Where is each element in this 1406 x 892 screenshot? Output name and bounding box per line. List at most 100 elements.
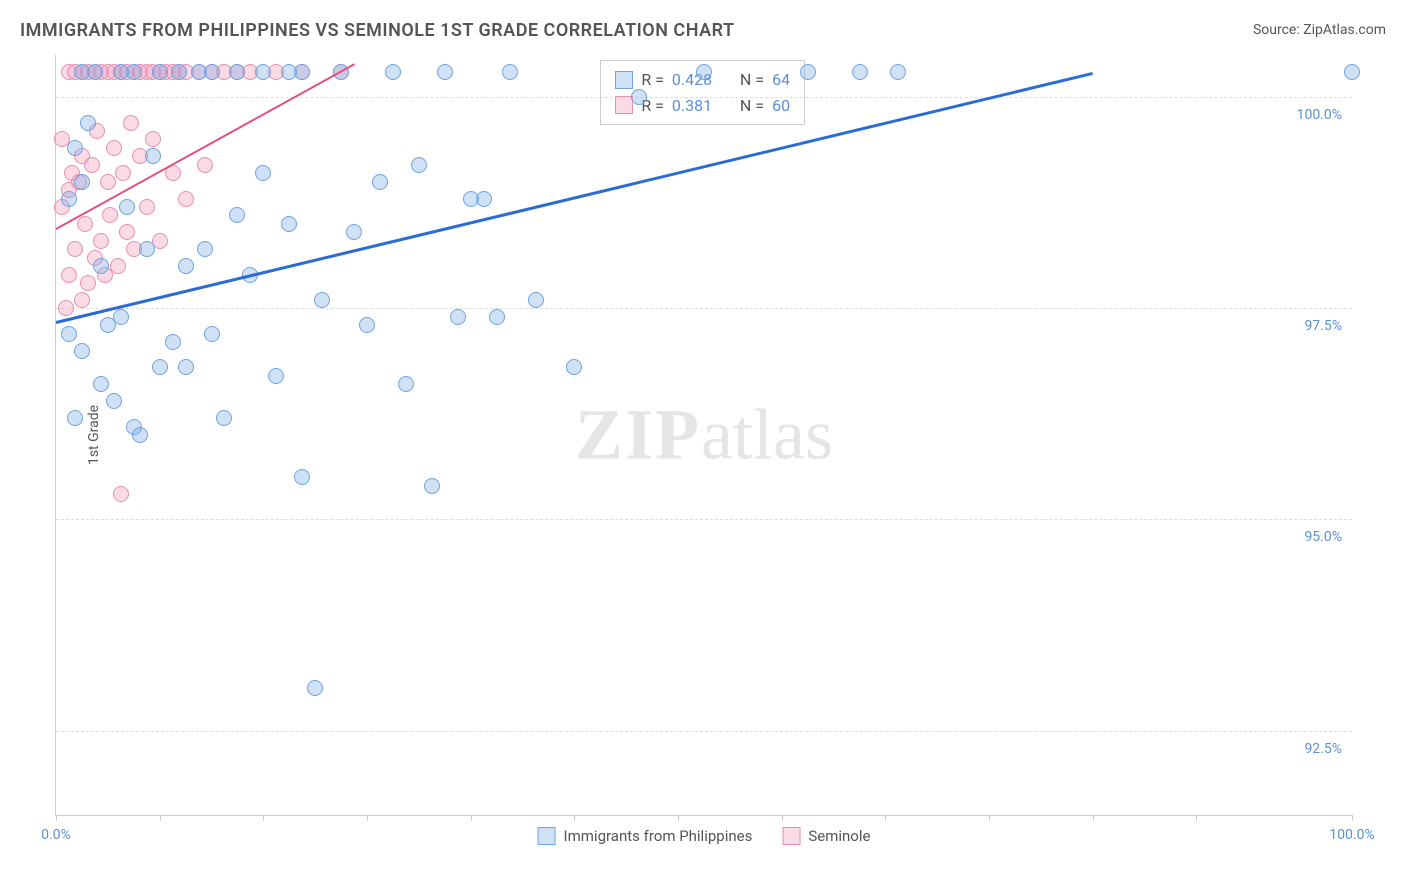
data-point [74, 343, 90, 359]
r-label: R = [641, 67, 664, 93]
data-point [502, 64, 518, 80]
data-point [385, 64, 401, 80]
data-point [152, 64, 168, 80]
data-point [294, 64, 310, 80]
y-tick-label: 100.0% [1297, 107, 1342, 123]
source-label: Source: ZipAtlas.com [1253, 22, 1386, 38]
data-point [77, 216, 93, 232]
legend-swatch [782, 827, 800, 845]
data-point [93, 258, 109, 274]
data-point [84, 157, 100, 173]
x-tick [1196, 815, 1197, 821]
gridline [56, 731, 1352, 732]
data-point [67, 241, 83, 257]
data-point [165, 334, 181, 350]
data-point [113, 309, 129, 325]
data-point [800, 64, 816, 80]
data-point [411, 157, 427, 173]
x-tick [885, 815, 886, 821]
data-point [281, 216, 297, 232]
x-tick [367, 815, 368, 821]
data-point [204, 326, 220, 342]
data-point [67, 140, 83, 156]
data-point [890, 64, 906, 80]
data-point [74, 292, 90, 308]
legend-label: Immigrants from Philippines [564, 827, 753, 845]
data-point [178, 191, 194, 207]
data-point [197, 241, 213, 257]
watermark: ZIPatlas [575, 394, 833, 477]
x-tick [1352, 815, 1353, 821]
series-legend: Immigrants from Philippines Seminole [538, 827, 871, 845]
data-point [424, 478, 440, 494]
data-point [307, 680, 323, 696]
scatter-plot: 1st Grade ZIPatlas R =0.428N =64R =0.381… [55, 55, 1352, 816]
data-point [61, 326, 77, 342]
y-tick-label: 95.0% [1304, 529, 1342, 545]
data-point [123, 115, 139, 131]
data-point [126, 64, 142, 80]
data-point [528, 292, 544, 308]
legend-swatch [538, 827, 556, 845]
data-point [631, 89, 647, 105]
data-point [696, 64, 712, 80]
data-point [58, 300, 74, 316]
data-point [255, 64, 271, 80]
legend-label: Seminole [808, 827, 870, 845]
data-point [294, 469, 310, 485]
data-point [476, 191, 492, 207]
y-tick-label: 92.5% [1304, 741, 1342, 757]
data-point [102, 207, 118, 223]
gridline [56, 308, 1352, 309]
data-point [178, 258, 194, 274]
gridline [56, 519, 1352, 520]
x-tick [574, 815, 575, 821]
x-tick [1093, 815, 1094, 821]
data-point [132, 427, 148, 443]
x-tick [263, 815, 264, 821]
data-point [115, 165, 131, 181]
trend-line [56, 72, 1093, 324]
data-point [359, 317, 375, 333]
x-tick [782, 815, 783, 821]
data-point [145, 148, 161, 164]
data-point [268, 368, 284, 384]
data-point [255, 165, 271, 181]
x-tick [989, 815, 990, 821]
data-point [93, 376, 109, 392]
data-point [61, 191, 77, 207]
data-point [171, 64, 187, 80]
data-point [145, 131, 161, 147]
data-point [852, 64, 868, 80]
gridline [56, 97, 1352, 98]
data-point [450, 309, 466, 325]
data-point [113, 486, 129, 502]
data-point [93, 233, 109, 249]
x-tick-label: 100.0% [1329, 827, 1374, 843]
x-tick [678, 815, 679, 821]
data-point [87, 64, 103, 80]
data-point [74, 174, 90, 190]
data-point [61, 267, 77, 283]
data-point [119, 199, 135, 215]
data-point [106, 393, 122, 409]
data-point [197, 157, 213, 173]
x-tick [160, 815, 161, 821]
data-point [372, 174, 388, 190]
legend-swatch [615, 71, 633, 89]
data-point [314, 292, 330, 308]
n-value: 64 [772, 67, 790, 93]
data-point [346, 224, 362, 240]
data-point [139, 241, 155, 257]
data-point [437, 64, 453, 80]
data-point [229, 64, 245, 80]
data-point [80, 275, 96, 291]
data-point [152, 359, 168, 375]
data-point [119, 224, 135, 240]
y-tick-label: 97.5% [1304, 318, 1342, 334]
x-tick [471, 815, 472, 821]
data-point [489, 309, 505, 325]
data-point [106, 140, 122, 156]
y-axis-label: 1st Grade [86, 405, 102, 465]
data-point [566, 359, 582, 375]
